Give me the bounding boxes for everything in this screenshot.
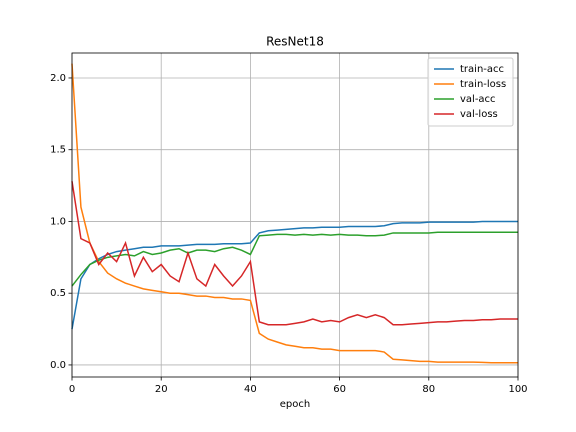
- y-tick-label: 1.0: [50, 216, 66, 227]
- x-tick-label: 0: [69, 384, 75, 395]
- line-series: [71, 220, 518, 330]
- y-tick-label: 0.5: [50, 288, 66, 299]
- line-series: [71, 231, 518, 287]
- x-tick-label: 100: [508, 384, 527, 395]
- y-tick-label: 0.0: [50, 360, 66, 371]
- legend-label: train-loss: [460, 79, 506, 90]
- plot-frame: [71, 52, 519, 378]
- y-tick-label: 2.0: [50, 73, 66, 84]
- legend-label: val-acc: [460, 94, 496, 105]
- line-series: [71, 181, 518, 326]
- x-axis-label: epoch: [280, 399, 310, 410]
- x-tick-label: 60: [333, 384, 346, 395]
- line-series: [71, 63, 518, 364]
- chart-title: ResNet18: [266, 35, 324, 49]
- x-tick-label: 20: [155, 384, 168, 395]
- legend-label: train-acc: [460, 64, 504, 75]
- legend-label: val-loss: [460, 109, 498, 120]
- legend-box: [427, 57, 514, 127]
- x-tick-label: 40: [244, 384, 257, 395]
- x-tick-label: 80: [422, 384, 435, 395]
- y-tick-label: 1.5: [50, 145, 66, 156]
